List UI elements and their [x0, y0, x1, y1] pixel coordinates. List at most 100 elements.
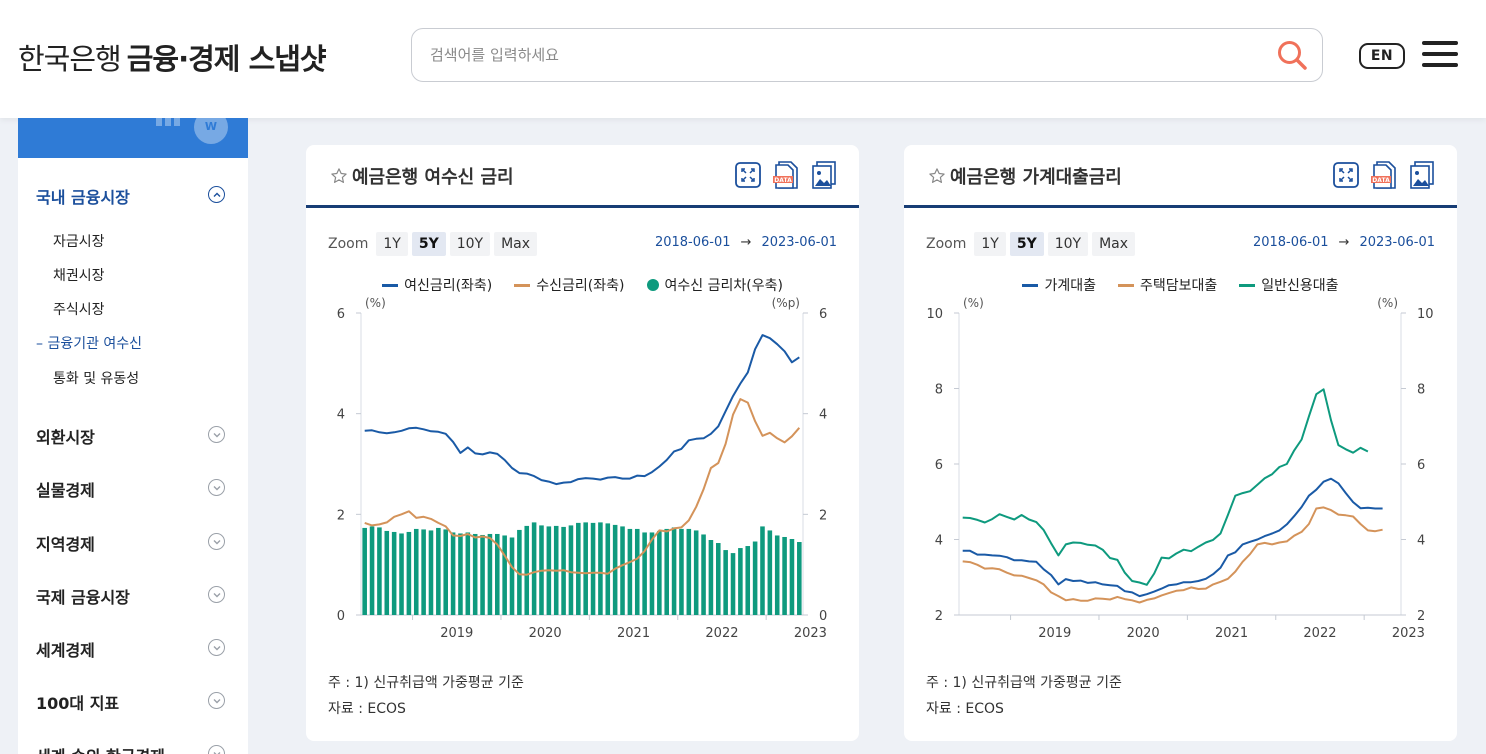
y-tick-label-left: 10	[926, 307, 943, 322]
image-download-icon[interactable]	[811, 161, 837, 189]
bar	[679, 528, 684, 615]
bar	[774, 535, 780, 615]
bar	[436, 527, 441, 615]
bar	[406, 531, 412, 615]
bar	[738, 548, 743, 615]
hamburger-menu-icon[interactable]	[1422, 41, 1458, 71]
zoom-controls: Zoom 1Y 5Y 10Y Max	[328, 232, 538, 256]
search-input[interactable]	[430, 43, 1270, 67]
chevron-down-icon[interactable]	[208, 479, 225, 496]
y-tick-label-right: 8	[1417, 383, 1425, 398]
sidebar-subitem-2[interactable]: 주식시장	[53, 302, 105, 318]
sidebar-section-label: 세계경제	[36, 641, 95, 660]
x-tick-label: 2019	[440, 626, 473, 641]
bar	[767, 530, 773, 615]
svg-text:DATA: DATA	[774, 177, 792, 184]
bar	[531, 522, 537, 615]
chevron-down-icon[interactable]	[208, 586, 225, 603]
zoom-5y-button[interactable]: 5Y	[411, 232, 446, 256]
bar	[627, 528, 633, 615]
data-download-icon[interactable]: DATA	[773, 161, 799, 189]
chevron-down-icon[interactable]	[208, 692, 225, 709]
y-tick-label-right: 10	[1417, 307, 1434, 322]
chevron-down-icon[interactable]	[208, 533, 225, 550]
zoom-max-button[interactable]: Max	[1092, 232, 1136, 256]
sidebar-section-3[interactable]: 지역경제	[18, 531, 248, 555]
y-tick-label-right: 6	[1417, 458, 1425, 473]
range-start[interactable]: 2018-06-01	[1252, 235, 1329, 250]
zoom-5y-button[interactable]: 5Y	[1009, 232, 1044, 256]
bar	[708, 540, 714, 615]
chart-household-loan-rates[interactable]: (%) (%) 2 4 6 8 10 2 4 6 8 10 2019 2020 2021 2022 2023	[904, 295, 1457, 655]
sidebar-subitem-1[interactable]: 채권시장	[53, 268, 105, 284]
legend-item-household-loan[interactable]: 가계대출	[1022, 275, 1096, 295]
data-download-icon[interactable]: DATA	[1371, 161, 1397, 189]
fullscreen-icon[interactable]	[735, 161, 761, 189]
chart-card-household-loan-rates: 예금은행 가계대출금리 DATA Zoom 1Y 5Y 10Y Max 2018…	[904, 145, 1457, 741]
zoom-1y-button[interactable]: 1Y	[376, 232, 408, 256]
chart-card-deposit-loan-rates: 예금은행 여수신 금리 DATA Zoom 1Y 5Y 10Y Max 2018…	[306, 145, 859, 741]
series-line-2	[962, 388, 1369, 586]
bar	[465, 532, 471, 615]
zoom-10y-button[interactable]: 10Y	[1047, 232, 1089, 256]
sidebar-section-0[interactable]: 국내 금융시장	[18, 184, 248, 208]
bar	[605, 523, 611, 615]
legend-item-rate-spread[interactable]: 여수신 금리차(우축)	[646, 275, 783, 295]
x-tick-label: 2023	[1392, 626, 1425, 641]
chevron-down-icon[interactable]	[208, 639, 225, 656]
bar	[620, 526, 625, 615]
card-tools: DATA	[735, 161, 837, 191]
chart-legend: 가계대출 주택담보대출 일반신용대출	[904, 275, 1457, 295]
range-start[interactable]: 2018-06-01	[654, 235, 731, 250]
y-tick-label-right: 6	[819, 307, 827, 322]
bar	[494, 533, 500, 615]
language-button[interactable]: EN	[1359, 43, 1405, 69]
sidebar-section-7[interactable]: 세계 속의 한국경제	[18, 743, 248, 754]
y-axis-left-unit: (%)	[963, 296, 984, 310]
sidebar-section-5[interactable]: 세계경제	[18, 637, 248, 661]
range-end[interactable]: 2023-06-01	[1359, 235, 1435, 250]
sidebar-section-2[interactable]: 실물경제	[18, 477, 248, 501]
chevron-up-icon[interactable]	[208, 186, 225, 203]
zoom-10y-button[interactable]: 10Y	[449, 232, 491, 256]
legend-item-deposit-rate[interactable]: 수신금리(좌축)	[514, 275, 625, 295]
bar	[450, 532, 456, 615]
range-arrow: →	[740, 235, 752, 250]
legend-item-loan-rate[interactable]: 여신금리(좌축)	[382, 275, 492, 295]
bar	[480, 534, 485, 615]
favorite-star-icon[interactable]	[330, 167, 348, 185]
site-logo[interactable]: 한국은행 금융·경제 스냅샷	[18, 36, 327, 78]
zoom-1y-button[interactable]: 1Y	[974, 232, 1006, 256]
sidebar-banner: W	[18, 118, 248, 158]
zoom-max-button[interactable]: Max	[494, 232, 538, 256]
bar	[421, 529, 426, 615]
legend-item-credit-loan[interactable]: 일반신용대출	[1239, 275, 1339, 295]
sidebar-subitem-4[interactable]: 통화 및 유동성	[53, 371, 140, 387]
sidebar-section-label: 지역경제	[36, 535, 95, 554]
sidebar-section-6[interactable]: 100대 지표	[18, 690, 248, 714]
y-tick-label-right: 4	[819, 408, 827, 423]
won-coin-icon: W	[194, 118, 228, 144]
chevron-down-icon[interactable]	[208, 426, 225, 443]
image-download-icon[interactable]	[1409, 161, 1435, 189]
chart-deposit-loan-rates[interactable]: (%) (%p) 0 2 4 6 0 2 4 6 2019 2020 2021 2022 2023	[306, 295, 859, 655]
fullscreen-icon[interactable]	[1333, 161, 1359, 189]
date-range: 2018-06-01 → 2023-06-01	[655, 235, 837, 250]
y-tick-label-left: 2	[337, 508, 345, 523]
sidebar-section-label: 세계 속의 한국경제	[36, 747, 165, 754]
search-icon[interactable]	[1276, 39, 1308, 71]
favorite-star-icon[interactable]	[928, 167, 946, 185]
legend-item-mortgage-loan[interactable]: 주택담보대출	[1117, 275, 1217, 295]
sidebar-subitem-0[interactable]: 자금시장	[53, 234, 105, 250]
chevron-down-icon[interactable]	[208, 745, 225, 754]
bar	[369, 526, 375, 615]
y-axis-right-unit: (%p)	[772, 296, 800, 310]
brand-bold: 금융·경제 스냅샷	[126, 42, 327, 76]
sidebar-section-4[interactable]: 국제 금융시장	[18, 584, 248, 608]
sidebar-section-1[interactable]: 외환시장	[18, 424, 248, 448]
sidebar-subitem-3[interactable]: – 금융기관 여수신	[36, 336, 143, 352]
range-end[interactable]: 2023-06-01	[761, 235, 837, 250]
bar	[730, 553, 736, 615]
